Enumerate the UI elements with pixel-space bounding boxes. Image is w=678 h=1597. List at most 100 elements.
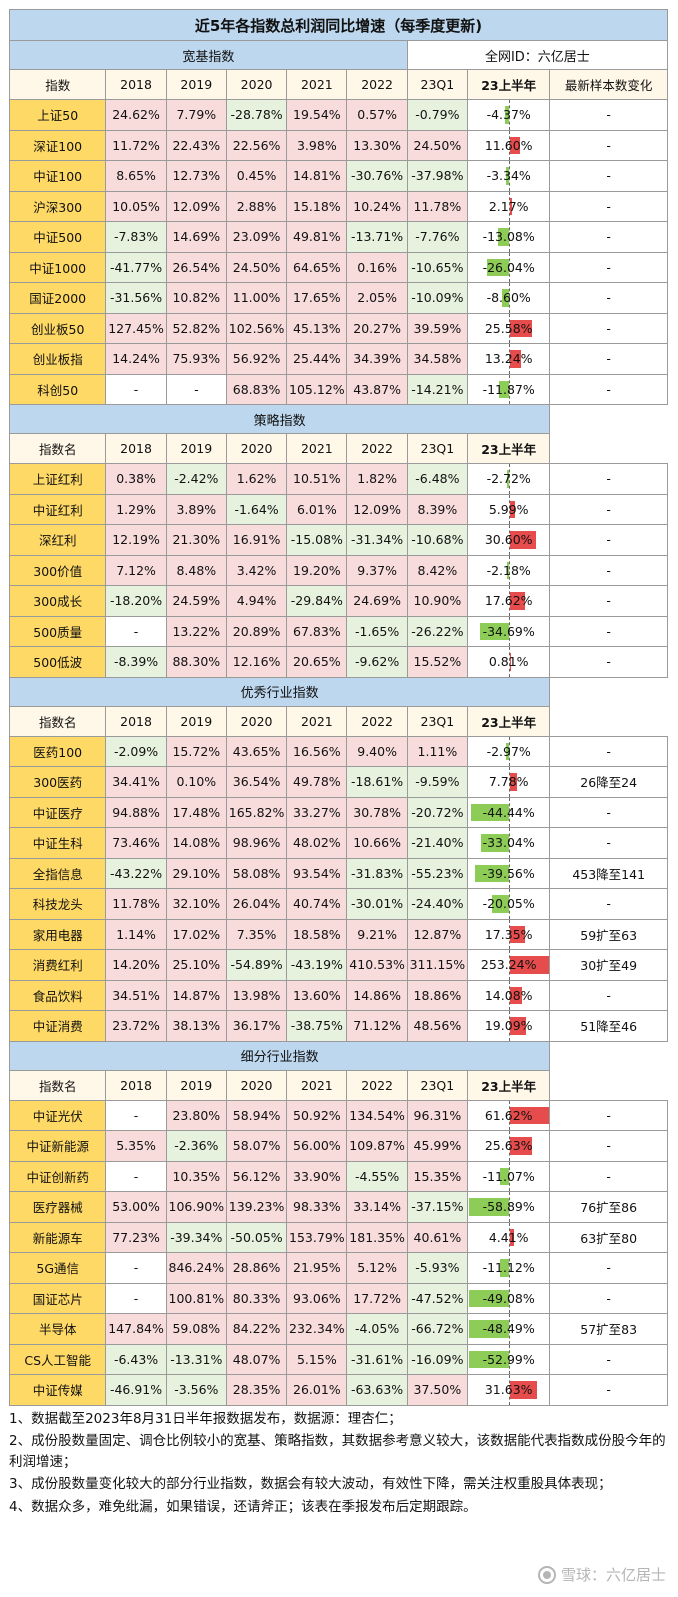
table-row: 家用电器 1.14% 17.02% 7.35% 18.58% 9.21% 12.87% 17.… [8,918,668,950]
growth-cell: 25.44% [286,343,348,375]
table-row: 科技龙头 11.78% 32.10% 26.04% 40.74% -30.01% -24.4… [8,888,668,920]
sample-change: - [549,585,668,617]
growth-cell: 12.73% [165,160,227,192]
zero-axis [509,647,511,677]
growth-cell: 33.90% [286,1160,348,1192]
growth-cell: -66.72% [406,1313,469,1345]
growth-cell: -2.09% [105,735,167,767]
half-year-cell: -2.72% [467,463,551,495]
half-year-bar [510,986,522,1004]
half-year-value: -20.05% [482,896,535,912]
col-header-year: 2021 [286,705,348,737]
growth-cell: -54.89% [225,949,288,981]
half-year-bar [491,895,509,913]
index-name: 中证创新药 [8,1160,107,1192]
zero-axis [509,736,511,766]
growth-cell: 49.78% [286,766,348,798]
half-year-value: 5.99% [488,501,529,517]
growth-cell: 23.72% [105,1010,167,1042]
half-year-cell: -11.07% [467,1160,551,1192]
sample-change: - [549,373,668,405]
growth-cell: 4.94% [225,585,288,617]
sample-change: - [549,796,668,828]
note-4: 4、数据众多，难免纰漏，如果错误，还请斧正；该表在季报发布后定期跟踪。 [9,1498,477,1515]
growth-cell: 12.19% [105,524,167,556]
growth-cell: 19.20% [286,554,348,586]
growth-cell: 147.84% [105,1313,167,1345]
growth-cell: -7.83% [105,221,167,253]
index-name: 新能源车 [8,1221,107,1253]
growth-cell: 232.34% [286,1313,348,1345]
growth-cell: 71.12% [346,1010,408,1042]
growth-cell: -9.59% [406,766,469,798]
table-row: 中证光伏 -23.80% 58.94% 50.92% 134.54% 96.31% 61.6… [8,1099,668,1131]
sample-change: - [549,1343,668,1375]
growth-cell: -10.68% [406,524,469,556]
table-row: 500质量 -13.22% 20.89% 67.83% -1.65% -26.22% -34… [8,615,668,647]
index-name: 中证生科 [8,827,107,859]
growth-cell: 29.10% [165,857,227,889]
half-year-cell: 25.58% [467,312,551,344]
growth-cell: -16.09% [406,1343,469,1375]
half-year-cell: -11.87% [467,373,551,405]
sample-change: - [549,129,668,161]
growth-cell: - [105,1160,167,1192]
half-year-bar [469,1198,510,1216]
growth-cell: -63.63% [346,1374,408,1406]
half-year-bar [510,1137,532,1155]
growth-cell: 9.37% [346,554,408,586]
table-row: 中证创新药 -10.35% 56.12% 33.90% -4.55% 15.35% -11.… [8,1160,668,1192]
growth-cell: 33.27% [286,796,348,828]
table-row: 医药100 -2.09% 15.72% 43.65% 16.56% 9.40% 1.11% -… [8,735,668,767]
growth-cell: 102.56% [225,312,288,344]
table-row: 深红利 12.19% 21.30% 16.91% -15.08% -31.34% -10.6… [8,524,668,556]
col-header-year: 23Q1 [406,1069,469,1101]
growth-cell: 9.21% [346,918,408,950]
index-name: 中证光伏 [8,1099,107,1131]
growth-cell: -2.42% [165,463,227,495]
zero-axis [509,1344,511,1374]
growth-cell: 12.16% [225,646,288,678]
growth-cell: 56.12% [225,1160,288,1192]
sample-change: 59扩至63 [549,918,668,950]
half-year-value: 2.17% [488,198,529,214]
half-year-cell: -4.37% [467,99,551,131]
half-year-bar [510,1228,514,1246]
half-year-bar [510,773,517,791]
index-name: 500质量 [8,615,107,647]
growth-cell: 16.91% [225,524,288,556]
half-year-value: -11.12% [482,1260,535,1276]
half-year-cell: 0.81% [467,646,551,678]
half-year-cell: -2.97% [467,735,551,767]
half-year-value: 13.24% [484,351,533,367]
growth-cell: 50.92% [286,1099,348,1131]
half-year-value: -8.60% [486,290,531,306]
section-title: 优秀行业指数 [8,676,551,707]
table-row: 中证消费 23.72% 38.13% 36.17% -38.75% 71.12% 48.56… [8,1010,668,1042]
growth-cell: 10.90% [406,585,469,617]
growth-cell: 26.01% [286,1374,348,1406]
half-year-cell: 7.78% [467,766,551,798]
growth-cell: 17.02% [165,918,227,950]
index-name: 深证100 [8,129,107,161]
half-year-bar [469,1350,510,1368]
table-row: 新能源车 77.23% -39.34% -50.05% 153.79% 181.35% 40… [8,1221,668,1253]
growth-cell: 3.98% [286,129,348,161]
growth-cell: 14.08% [165,827,227,859]
growth-cell: 84.22% [225,1313,288,1345]
growth-cell: 13.60% [286,979,348,1011]
col-header-year: 2019 [165,705,227,737]
half-year-bar [471,803,509,821]
growth-cell: - [165,373,227,405]
growth-cell: - [105,373,167,405]
growth-cell: 13.30% [346,129,408,161]
growth-cell: 23.09% [225,221,288,253]
half-year-bar [510,1017,527,1035]
col-header-year: 23Q1 [406,705,469,737]
growth-cell: 38.13% [165,1010,227,1042]
table-row: 中证医疗 94.88% 17.48% 165.82% 33.27% 30.78% -20.7… [8,796,668,828]
col-header-year: 23Q1 [406,69,469,100]
growth-cell: 17.48% [165,796,227,828]
growth-cell: 10.05% [105,190,167,222]
index-name: 上证50 [8,99,107,131]
